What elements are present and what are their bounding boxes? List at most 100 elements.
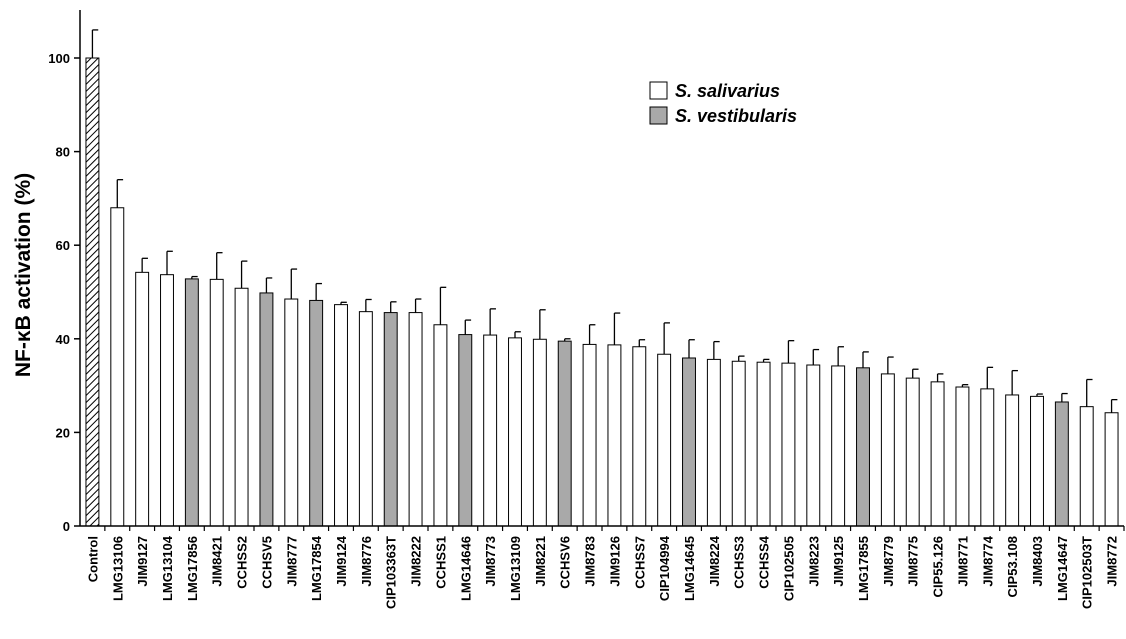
- x-tick-label: CIP103363T: [384, 536, 399, 609]
- x-tick-label: LMG14645: [682, 536, 697, 601]
- x-tick-label: CCHSV6: [558, 536, 573, 589]
- legend-label: S. vestibularis: [675, 106, 797, 126]
- bar-CIP102503T: [1079, 406, 1094, 527]
- bar-JIM8221: [532, 338, 547, 527]
- bar-LMG14647: [1054, 401, 1069, 527]
- x-tick-label: JIM9126: [607, 536, 622, 587]
- x-tick-label: JIM8771: [955, 536, 970, 587]
- x-tick-label: JIM9125: [831, 536, 846, 587]
- y-axis: 0 20 40 60 80 100: [48, 10, 81, 534]
- bar-LMG17856: [184, 278, 199, 527]
- x-tick-label: JIM8774: [980, 535, 995, 586]
- bar-CIP102505: [781, 362, 796, 527]
- x-tick-label: JIM8783: [583, 536, 598, 587]
- bar-JIM8774: [980, 388, 995, 527]
- bar-JIM8775: [905, 377, 920, 527]
- x-tick-label: JIM8776: [359, 536, 374, 587]
- x-tick-label: LMG14647: [1055, 536, 1070, 601]
- x-tick-label: JIM9127: [135, 536, 150, 587]
- bar-JIM9125: [831, 365, 846, 527]
- x-tick-label: JIM8222: [409, 536, 424, 587]
- legend-label: S. salivarius: [675, 81, 780, 101]
- bar-CIP104994: [657, 353, 672, 527]
- bar-CCHSS4: [756, 361, 771, 527]
- x-tick-label: JIM8403: [1030, 536, 1045, 587]
- x-tick-label: CCHSV5: [259, 536, 274, 589]
- bar-JIM8779: [880, 373, 895, 527]
- bar-CIP55.126: [930, 381, 945, 527]
- x-tick-label: JIM8772: [1105, 536, 1120, 587]
- bar-JIM9124: [334, 304, 348, 527]
- x-tick-label: JIM8221: [533, 536, 548, 587]
- bar-JIM9126: [607, 344, 622, 527]
- bar-CCHSS3: [731, 360, 746, 527]
- bar-JIM8421: [209, 278, 224, 527]
- x-tick-label: JIM8223: [806, 536, 821, 587]
- x-tick-label: JIM9124: [334, 535, 349, 586]
- bar-LMG13109: [508, 337, 522, 527]
- bars-group: [85, 29, 1119, 527]
- bar-LMG17855: [856, 367, 870, 527]
- bar-LMG14646: [458, 334, 473, 527]
- x-tick-label: CIP53.108: [1005, 536, 1020, 597]
- bar-JIM8222: [408, 312, 423, 527]
- x-tick-label: CCHSS2: [235, 536, 250, 589]
- x-tick-label: JIM8777: [284, 536, 299, 587]
- x-tick-label: JIM8779: [881, 536, 896, 587]
- bar-JIM8224: [706, 358, 721, 527]
- bar-JIM9127: [135, 271, 150, 527]
- y-tick-label: 60: [56, 238, 70, 253]
- bar-CIP103363T: [383, 312, 398, 527]
- y-tick-label: 40: [56, 332, 70, 347]
- x-tick-label: CIP102503T: [1080, 536, 1095, 609]
- bar-CCHSS2: [234, 287, 249, 527]
- bar-JIM8773: [483, 334, 498, 527]
- x-tick-label: LMG14646: [458, 536, 473, 601]
- bar-CCHSV5: [259, 292, 274, 527]
- x-tick-label: CCHSS7: [632, 536, 647, 589]
- x-tick-label: JIM8775: [906, 536, 921, 587]
- x-tick-label: CCHSS1: [433, 536, 448, 589]
- x-tick-label: LMG17856: [185, 536, 200, 601]
- x-tick-label: CCHSS3: [732, 536, 747, 589]
- x-tick-label: LMG13104: [160, 535, 175, 601]
- bar-JIM8776: [358, 311, 373, 527]
- bar-CIP53.108: [1005, 394, 1020, 527]
- legend: S. salivarius S. vestibularis: [649, 81, 797, 126]
- bar-LMG17854: [309, 299, 324, 527]
- y-tick-label: 80: [56, 145, 70, 160]
- x-axis: Control LMG13106 JIM9127 LMG13104 LMG17856 JI…: [80, 525, 1125, 609]
- x-tick-label: Control: [85, 536, 100, 582]
- legend-swatch: [649, 81, 668, 100]
- x-tick-label: CCHSS4: [757, 535, 772, 589]
- y-axis-label: NF-κB activation (%): [12, 173, 35, 377]
- bar-JIM8771: [955, 386, 970, 527]
- bar-LMG14645: [682, 357, 696, 527]
- bar-LMG13104: [160, 274, 174, 527]
- bar-JIM8403: [1030, 395, 1044, 527]
- x-tick-label: LMG17855: [856, 536, 871, 601]
- x-tick-label: JIM8773: [483, 536, 498, 587]
- y-tick-label: 0: [63, 519, 70, 534]
- bar-JIM8783: [582, 343, 597, 527]
- x-tick-label: JIM8421: [210, 536, 225, 587]
- bar-CCHSS7: [632, 346, 647, 527]
- y-tick-label: 100: [48, 51, 70, 66]
- x-tick-label: JIM8224: [707, 535, 722, 586]
- bar-JIM8772: [1104, 412, 1119, 527]
- x-tick-label: CIP104994: [657, 535, 672, 601]
- bar-CCHSV6: [557, 340, 572, 527]
- bar-CCHSS1: [433, 324, 448, 527]
- legend-swatch: [649, 106, 668, 125]
- x-tick-label: LMG13109: [508, 536, 523, 601]
- bar-Control: [85, 57, 100, 527]
- x-tick-label: CIP102505: [781, 536, 796, 601]
- x-tick-label: LMG13106: [110, 536, 125, 601]
- x-tick-label: LMG17854: [309, 535, 324, 601]
- y-tick-label: 20: [56, 425, 70, 440]
- bar-LMG13106: [110, 207, 125, 527]
- x-tick-label: CIP55.126: [931, 536, 946, 597]
- bar-JIM8777: [284, 298, 299, 527]
- bar-JIM8223: [806, 364, 821, 527]
